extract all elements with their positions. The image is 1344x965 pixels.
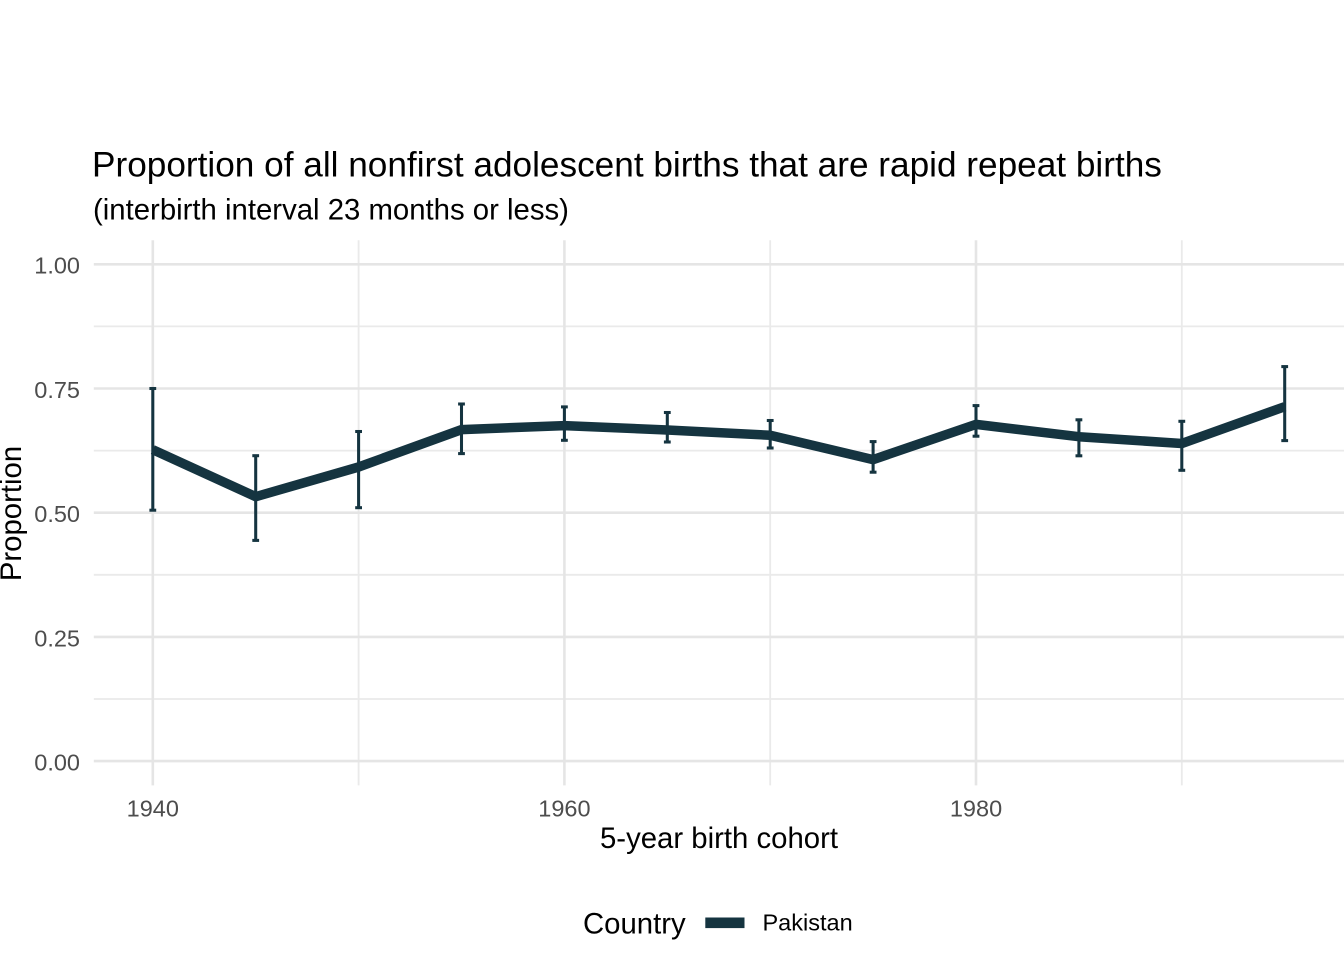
svg-text:0.75: 0.75 [34, 377, 80, 403]
svg-text:Proportion of all nonfirst ado: Proportion of all nonfirst adolescent bi… [92, 146, 1162, 185]
svg-text:5-year birth cohort: 5-year birth cohort [600, 822, 838, 855]
svg-text:0.50: 0.50 [34, 501, 80, 527]
svg-text:Pakistan: Pakistan [763, 909, 853, 935]
svg-text:0.25: 0.25 [34, 625, 80, 651]
svg-text:Proportion: Proportion [0, 446, 28, 581]
svg-text:1940: 1940 [127, 796, 179, 822]
svg-text:(interbirth interval 23 months: (interbirth interval 23 months or less) [93, 193, 569, 226]
svg-text:0.00: 0.00 [34, 750, 80, 776]
svg-text:1960: 1960 [538, 796, 590, 822]
svg-text:Country: Country [583, 908, 686, 941]
svg-text:1980: 1980 [950, 796, 1002, 822]
svg-text:1.00: 1.00 [34, 253, 80, 279]
